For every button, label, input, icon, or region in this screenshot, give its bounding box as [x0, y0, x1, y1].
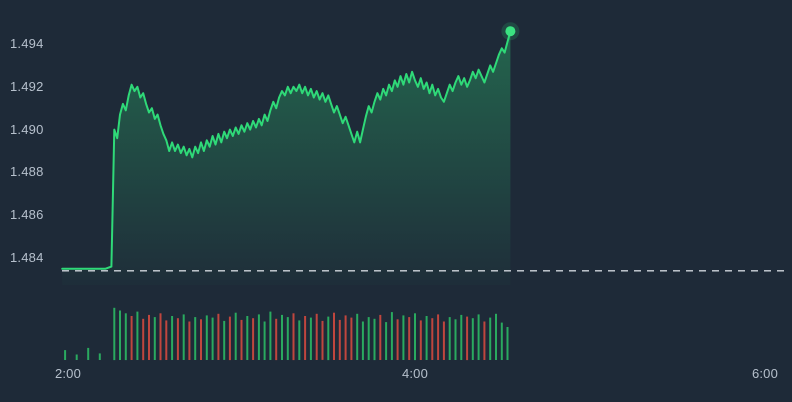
volume-bar	[292, 313, 295, 361]
volume-bar	[87, 347, 90, 360]
volume-bar	[466, 316, 469, 361]
volume-bar	[425, 316, 428, 360]
volume-bar	[252, 318, 255, 360]
price-area-fill	[62, 31, 511, 286]
volume-bar	[281, 314, 283, 360]
volume-bar	[130, 316, 133, 360]
volume-bar	[315, 313, 318, 360]
volume-bar	[211, 317, 214, 360]
volume-bar	[142, 318, 145, 361]
last-price-dot	[505, 26, 516, 37]
volume-bar	[165, 320, 168, 360]
volume-bar	[385, 322, 388, 360]
price-line	[61, 30, 512, 270]
volume-bar	[269, 311, 272, 360]
volume-bars	[64, 307, 509, 361]
volume-bar	[113, 307, 116, 361]
volume-bar	[506, 327, 509, 360]
volume-bar	[460, 314, 463, 360]
volume-bar	[304, 316, 307, 360]
volume-bar	[159, 313, 162, 361]
volume-bar	[431, 318, 434, 360]
volume-bar	[495, 313, 497, 360]
volume-bar	[182, 314, 185, 360]
volume-bar	[246, 316, 249, 360]
volume-bar	[356, 313, 359, 360]
volume-bar	[361, 321, 364, 360]
volume-bar	[333, 312, 335, 360]
volume-bar	[390, 312, 393, 360]
volume-bar	[124, 313, 127, 361]
volume-bar	[500, 322, 503, 360]
volume-bar	[153, 317, 156, 360]
volume-bar	[240, 319, 243, 360]
volume-bar	[263, 321, 266, 360]
volume-bar	[298, 320, 301, 360]
volume-bar	[188, 321, 191, 360]
volume-bar	[344, 315, 347, 360]
volume-bar	[471, 318, 474, 360]
volume-bar	[234, 312, 237, 360]
volume-bar	[414, 313, 416, 361]
volume-bar	[171, 316, 174, 360]
volume-bar	[64, 350, 67, 360]
volume-bar	[448, 317, 451, 360]
volume-bar	[367, 317, 370, 360]
volume-bar	[379, 314, 382, 360]
volume-bar	[419, 320, 422, 360]
volume-bar	[489, 317, 492, 360]
volume-bar	[327, 316, 330, 361]
volume-bar	[442, 321, 445, 360]
volume-bar	[148, 314, 150, 360]
volume-bar	[217, 313, 220, 360]
volume-bar	[176, 318, 179, 360]
volume-bar	[205, 315, 208, 360]
volume-bar	[200, 319, 202, 360]
volume-bar	[402, 315, 405, 360]
volume-bar	[321, 320, 324, 360]
volume-bar	[286, 317, 289, 360]
volume-bar	[257, 314, 260, 360]
volume-bar	[75, 354, 78, 360]
volume-bar	[483, 321, 486, 360]
volume-bar	[408, 317, 411, 360]
volume-bar	[309, 317, 312, 360]
volume-bar	[119, 310, 121, 360]
volume-bar	[98, 353, 101, 360]
volume-bar	[350, 317, 353, 360]
volume-bar	[228, 316, 231, 361]
volume-bar	[194, 317, 197, 360]
volume-bar	[396, 319, 399, 360]
volume-bar	[275, 318, 278, 361]
volume-bar	[373, 318, 376, 361]
volume-bar	[437, 314, 440, 360]
volume-bar	[136, 311, 139, 360]
volume-bar	[477, 314, 480, 360]
volume-bar	[338, 319, 341, 360]
volume-bar	[454, 319, 457, 360]
volume-bar	[223, 320, 226, 360]
